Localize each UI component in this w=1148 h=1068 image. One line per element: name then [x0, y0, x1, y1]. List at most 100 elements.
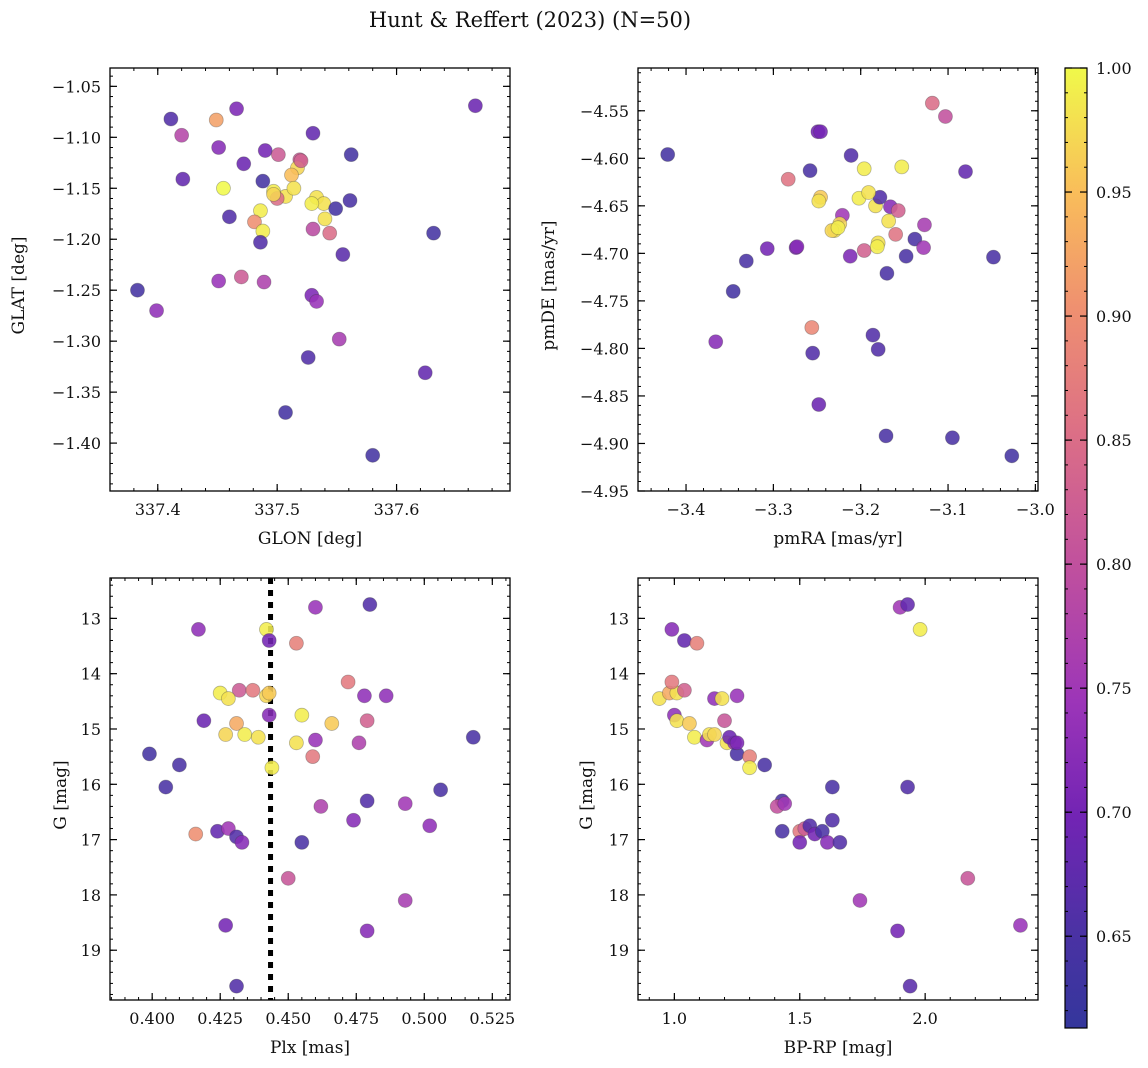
panel-glon-glat: 337.4 337.5 337.6 −1.05 −1.10 −1.15 −1.20 −1.25… [9, 67, 511, 549]
data-point [676, 682, 692, 698]
data-point [879, 265, 895, 281]
data-point [714, 691, 730, 706]
data-point [912, 622, 928, 637]
data-point [813, 124, 828, 140]
data-point [832, 834, 848, 850]
data-point [253, 234, 268, 250]
x-tick-label: 0.475 [333, 1009, 379, 1028]
data-point [171, 757, 187, 773]
data-point [340, 674, 356, 690]
data-point [322, 225, 338, 241]
x-tick-label: 2.0 [912, 1009, 937, 1028]
data-point [343, 147, 359, 163]
panels: 337.4 337.5 337.6 −1.05 −1.10 −1.15 −1.20 −1.25… [9, 67, 1055, 1058]
x-axis-label: Plx [mas] [270, 1038, 350, 1058]
data-point [196, 713, 212, 729]
data-point [433, 782, 449, 798]
data-point [824, 779, 840, 795]
data-point [229, 716, 244, 731]
y-tick-label: 15 [81, 720, 101, 739]
data-point [804, 320, 820, 335]
colorbar-tick-label: 0.90 [1096, 307, 1132, 326]
data-point [288, 635, 304, 651]
plot-frame [637, 577, 1039, 1001]
data-point [742, 760, 757, 776]
data-point [856, 161, 872, 177]
y-tick-label: −1.35 [52, 383, 101, 402]
data-point [426, 225, 441, 241]
x-tick-label: −3.4 [667, 500, 706, 519]
x-tick-label: 337.6 [374, 500, 420, 519]
data-point [317, 211, 333, 227]
data-point [188, 826, 204, 842]
data-point [888, 226, 904, 242]
data-point [869, 239, 885, 255]
data-point [676, 633, 692, 648]
y-tick-label: 16 [609, 775, 629, 794]
y-tick-label: 17 [609, 831, 629, 850]
colorbar-gradient [1064, 67, 1088, 1029]
data-point [294, 834, 310, 850]
data-point [865, 327, 881, 343]
data-point [819, 834, 835, 850]
y-tick-label: 15 [609, 720, 629, 739]
data-point [357, 688, 372, 704]
data-point [257, 143, 273, 158]
data-point [811, 397, 827, 412]
data-point [960, 870, 976, 886]
y-tick-label: 14 [609, 665, 629, 684]
data-point [163, 111, 179, 127]
data-point [890, 203, 906, 218]
data-point [687, 729, 702, 745]
colorbar-tick-label: 0.95 [1096, 183, 1132, 202]
y-tick-label: −1.25 [52, 281, 101, 300]
data-point [664, 622, 680, 637]
y-tick-label: 17 [81, 831, 101, 850]
colorbar-tick-label: 1.00 [1096, 59, 1132, 78]
x-tick-label: −3.1 [929, 500, 968, 519]
data-point [288, 735, 304, 751]
data-point [308, 599, 323, 615]
data-point [945, 430, 960, 446]
data-point [777, 796, 793, 812]
data-point [264, 760, 280, 776]
data-point [313, 799, 329, 814]
data-point [346, 812, 361, 828]
data-point [958, 164, 973, 180]
data-point [689, 635, 705, 651]
data-point [397, 893, 413, 908]
data-point [830, 220, 846, 236]
data-point [236, 156, 252, 172]
x-tick-label: 0.525 [469, 1009, 515, 1028]
x-tick-label: 0.450 [265, 1009, 311, 1028]
data-point [365, 447, 381, 463]
x-tick-label: 0.400 [129, 1009, 175, 1028]
panel-plx-g: 0.400 0.425 0.450 0.475 0.500 0.525 13 14 15 16 17… [51, 577, 515, 1058]
x-axis-label: pmRA [mas/yr] [773, 529, 902, 549]
data-point [220, 691, 236, 706]
data-point [261, 707, 277, 723]
y-tick-label: 19 [609, 941, 629, 960]
data-point [359, 793, 375, 809]
data-point [664, 674, 680, 690]
plot-frame [109, 577, 511, 1001]
scatter-points [130, 98, 483, 463]
x-tick-label: 1.0 [662, 1009, 687, 1028]
data-point [465, 729, 481, 745]
data-point [422, 818, 438, 834]
x-tick-label: 337.5 [254, 500, 300, 519]
data-point [351, 735, 367, 751]
data-point [286, 180, 302, 196]
data-point [397, 796, 413, 812]
data-point [335, 247, 351, 262]
data-point [234, 834, 250, 850]
data-point [878, 428, 894, 444]
data-point [175, 171, 191, 187]
y-tick-label: 19 [81, 941, 101, 960]
data-point [738, 253, 754, 269]
data-point [255, 173, 271, 189]
data-point [660, 147, 676, 162]
y-tick-label: −1.20 [52, 230, 101, 249]
y-tick-label: −4.65 [580, 197, 629, 216]
